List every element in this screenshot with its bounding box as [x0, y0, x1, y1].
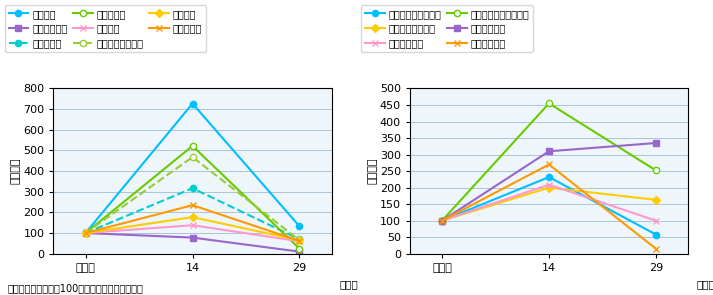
- Text: （年）: （年）: [697, 279, 713, 289]
- Legend: 路上強盗, オートバイ盗, 部品ねらい, ひったくり, 自転車盗, 自動販売機ねらい, 自動車盗, 車上ねらい: 路上強盗, オートバイ盗, 部品ねらい, ひったくり, 自転車盗, 自動販売機ね…: [5, 5, 206, 52]
- Y-axis label: （指数）: （指数）: [367, 158, 377, 184]
- Legend: 強制性交等（街頭）, 路取誘拐（街頭）, 傷害（街頭）, 強制わいせつ（街頭）, 暴行（街頭）, 恐喝（街頭）: 強制性交等（街頭）, 路取誘拐（街頭）, 傷害（街頭）, 強制わいせつ（街頭）,…: [361, 5, 533, 52]
- Y-axis label: （指数）: （指数）: [11, 158, 21, 184]
- Text: （年）: （年）: [340, 279, 359, 289]
- Text: 注：指数は、元年を100とした場合の値である。: 注：指数は、元年を100とした場合の値である。: [7, 283, 143, 294]
